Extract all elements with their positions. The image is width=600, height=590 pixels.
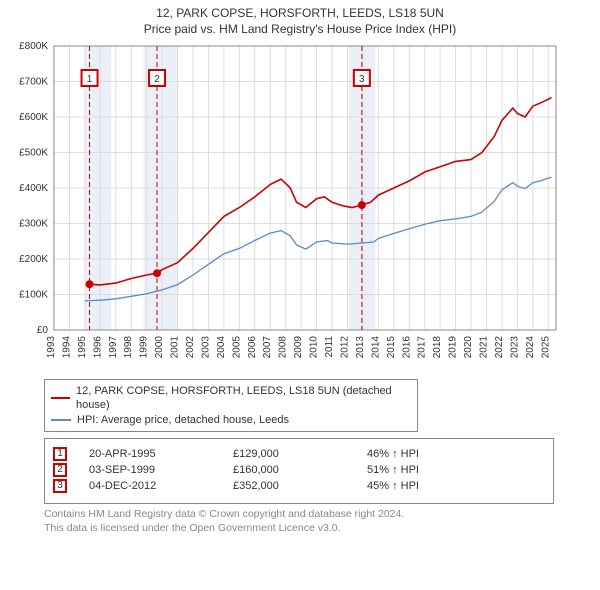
- svg-text:2022: 2022: [494, 336, 505, 359]
- svg-text:2003: 2003: [200, 336, 211, 359]
- svg-text:2002: 2002: [185, 336, 196, 359]
- chart-titles: 12, PARK COPSE, HORSFORTH, LEEDS, LS18 5…: [6, 6, 594, 36]
- svg-text:1998: 1998: [123, 336, 134, 359]
- legend-label-hpi: HPI: Average price, detached house, Leed…: [77, 413, 289, 427]
- svg-text:2005: 2005: [231, 336, 242, 359]
- svg-text:2018: 2018: [432, 336, 443, 359]
- svg-text:2004: 2004: [216, 336, 227, 359]
- svg-text:£400K: £400K: [19, 183, 48, 194]
- svg-text:£600K: £600K: [19, 112, 48, 123]
- svg-text:2020: 2020: [463, 336, 474, 359]
- sale-price: £129,000: [233, 448, 363, 460]
- title-address: 12, PARK COPSE, HORSFORTH, LEEDS, LS18 5…: [6, 6, 594, 20]
- svg-text:1: 1: [87, 74, 93, 85]
- svg-text:2014: 2014: [370, 336, 381, 359]
- svg-text:2000: 2000: [154, 336, 165, 359]
- sale-delta: 51% ↑ HPI: [367, 464, 419, 476]
- sale-price: £160,000: [233, 464, 363, 476]
- legend-item-hpi: HPI: Average price, detached house, Leed…: [51, 413, 411, 427]
- svg-text:2016: 2016: [401, 336, 412, 359]
- svg-text:2010: 2010: [309, 336, 320, 359]
- svg-text:£500K: £500K: [19, 148, 48, 159]
- svg-text:2: 2: [154, 74, 160, 85]
- footer: Contains HM Land Registry data © Crown c…: [44, 508, 594, 535]
- sale-date: 04-DEC-2012: [71, 480, 229, 492]
- sale-price: £352,000: [233, 480, 363, 492]
- svg-text:3: 3: [359, 74, 365, 85]
- svg-text:£800K: £800K: [19, 41, 48, 52]
- footer-line2: This data is licensed under the Open Gov…: [44, 522, 594, 536]
- sales-table: 1 20-APR-1995 £129,000 46% ↑ HPI 2 03-SEP-199…: [44, 438, 554, 504]
- svg-text:2008: 2008: [278, 336, 289, 359]
- sale-row: 1 20-APR-1995 £129,000 46% ↑ HPI: [53, 447, 545, 461]
- svg-text:£100K: £100K: [19, 290, 48, 301]
- svg-text:£200K: £200K: [19, 254, 48, 265]
- svg-text:1997: 1997: [108, 336, 119, 359]
- title-subtitle: Price paid vs. HM Land Registry's House …: [6, 22, 594, 36]
- legend-swatch-property: [51, 397, 70, 399]
- svg-text:2015: 2015: [386, 336, 397, 359]
- svg-text:1999: 1999: [139, 336, 150, 359]
- svg-text:£0: £0: [37, 325, 49, 336]
- svg-text:2007: 2007: [262, 336, 273, 359]
- legend-label-property: 12, PARK COPSE, HORSFORTH, LEEDS, LS18 5…: [76, 384, 411, 413]
- svg-text:2011: 2011: [324, 336, 335, 358]
- footer-line1: Contains HM Land Registry data © Crown c…: [44, 508, 594, 522]
- legend-item-property: 12, PARK COPSE, HORSFORTH, LEEDS, LS18 5…: [51, 384, 411, 413]
- price-chart: £0 £100K £200K £300K £400K £500K £600K £700K £80…: [6, 40, 594, 373]
- svg-text:1993: 1993: [46, 336, 57, 359]
- sale-date: 20-APR-1995: [71, 448, 229, 460]
- sale-badge: 1: [53, 447, 67, 461]
- legend-swatch-hpi: [51, 419, 71, 421]
- sale-delta: 46% ↑ HPI: [367, 448, 419, 460]
- sale-delta: 45% ↑ HPI: [367, 480, 419, 492]
- svg-text:2019: 2019: [448, 336, 459, 359]
- sale-date: 03-SEP-1999: [71, 464, 229, 476]
- sale-badge: 2: [53, 463, 67, 477]
- svg-text:1996: 1996: [92, 336, 103, 359]
- svg-text:2024: 2024: [525, 336, 536, 359]
- svg-text:2013: 2013: [355, 336, 366, 359]
- svg-text:£700K: £700K: [19, 77, 48, 88]
- sale-row: 2 03-SEP-1999 £160,000 51% ↑ HPI: [53, 463, 545, 477]
- svg-text:2025: 2025: [540, 336, 551, 359]
- svg-text:2021: 2021: [478, 336, 489, 359]
- svg-text:£300K: £300K: [19, 219, 48, 230]
- sale-row: 3 04-DEC-2012 £352,000 45% ↑ HPI: [53, 479, 545, 493]
- legend: 12, PARK COPSE, HORSFORTH, LEEDS, LS18 5…: [44, 379, 418, 432]
- svg-text:2023: 2023: [509, 336, 520, 359]
- svg-text:2012: 2012: [339, 336, 350, 359]
- svg-text:2006: 2006: [247, 336, 258, 359]
- svg-text:2001: 2001: [170, 336, 181, 359]
- svg-text:1995: 1995: [77, 336, 88, 359]
- chart-svg: £0 £100K £200K £300K £400K £500K £600K £700K £80…: [6, 40, 566, 370]
- sale-badge: 3: [53, 479, 67, 493]
- svg-text:2009: 2009: [293, 336, 304, 359]
- svg-text:2017: 2017: [417, 336, 428, 359]
- svg-text:1994: 1994: [61, 336, 72, 359]
